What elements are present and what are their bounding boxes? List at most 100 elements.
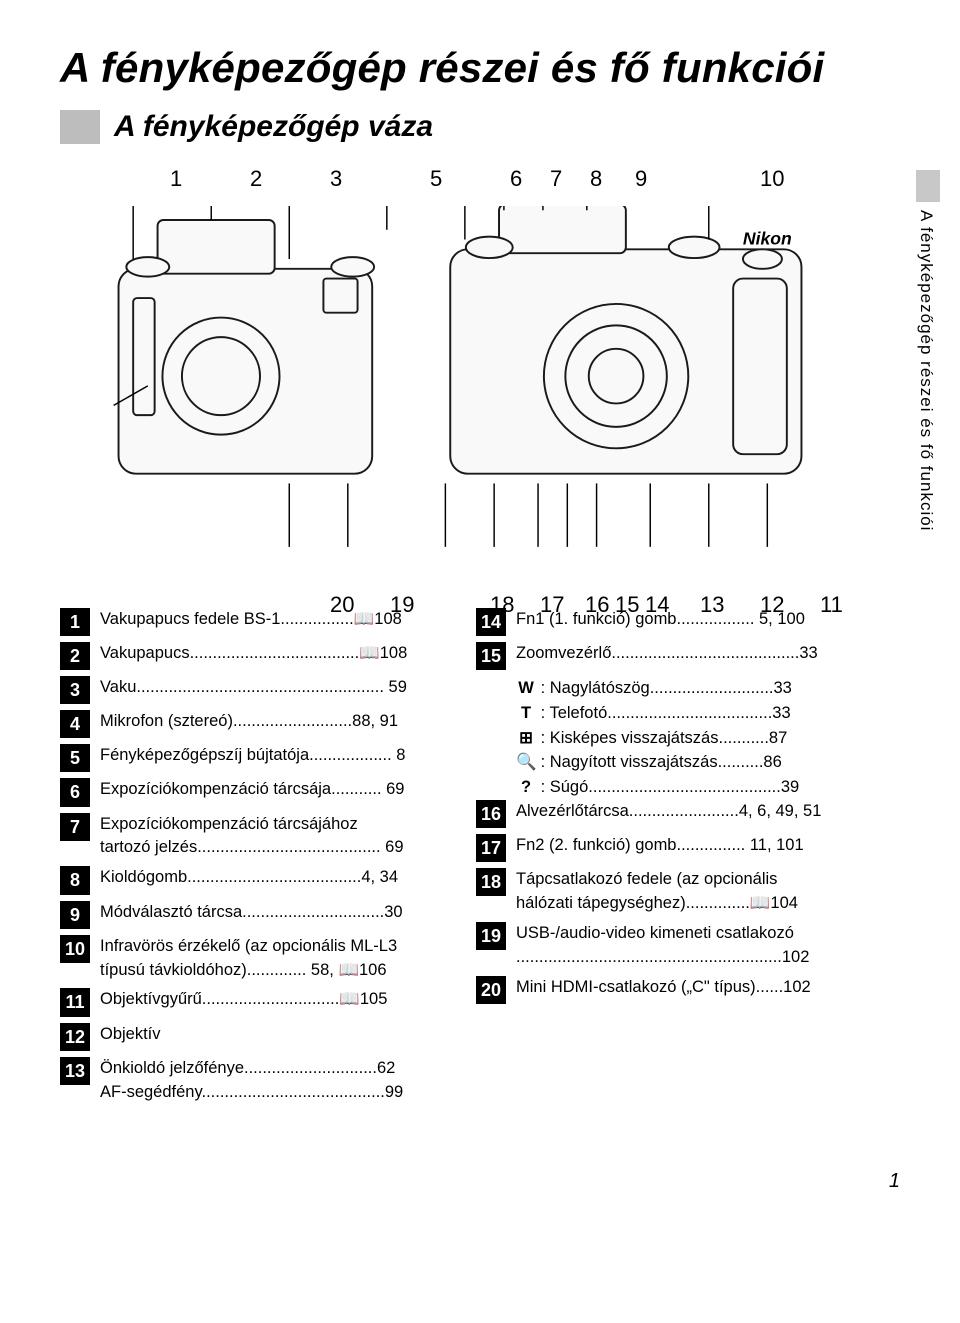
parts-list-number: 7 (60, 813, 90, 841)
parts-list-row: 4 Mikrofon (sztereó).....................… (60, 710, 444, 738)
parts-list-number: 20 (476, 976, 506, 1004)
figure-callout-number: 14 (645, 592, 669, 618)
zoom-sub-line: 🔍 : Nagyított visszajátszás..........86 (516, 750, 860, 775)
parts-list-desc: Módválasztó tárcsa......................… (100, 901, 444, 925)
figure-callout-number: 15 (615, 592, 639, 618)
zoom-sub-text: : Nagyított visszajátszás..........86 (536, 753, 782, 771)
parts-list-number: 16 (476, 800, 506, 828)
parts-list-desc: Infravörös érzékelő (az opcionális ML-L3… (100, 935, 444, 983)
parts-list-row: 16 Alvezérlőtárcsa.......................… (476, 800, 860, 828)
parts-list-desc: Tápcsatlakozó fedele (az opcionális háló… (516, 868, 860, 916)
zoom-sub-line: T : Telefotó............................… (516, 701, 860, 726)
figure-callout-number: 17 (540, 592, 564, 618)
parts-list-row: 11 Objektívgyűrű.........................… (60, 988, 444, 1016)
parts-list-desc: Mikrofon (sztereó)......................… (100, 710, 444, 734)
parts-list-row: 18 Tápcsatlakozó fedele (az opcionális há… (476, 868, 860, 916)
parts-list-desc: USB-/audio-video kimeneti csatlakozó ...… (516, 922, 860, 970)
parts-list-number: 10 (60, 935, 90, 963)
zoom-symbol-icon: ? (516, 775, 536, 800)
parts-list-row: 12 Objektív (60, 1023, 444, 1051)
zoom-symbol-icon: 🔍 (516, 750, 536, 775)
figure-callout-number: 1 (170, 166, 182, 192)
parts-list-desc: Kioldógomb..............................… (100, 866, 444, 890)
parts-list-number: 17 (476, 834, 506, 862)
parts-list-number: 1 (60, 608, 90, 636)
parts-list-number: 13 (60, 1057, 90, 1085)
parts-list-desc: Önkioldó jelzőfénye.....................… (100, 1057, 444, 1105)
camera-svg: Nikon (60, 206, 860, 556)
parts-list-columns: 1Vakupapucs fedele BS-1................📖… (60, 608, 900, 1110)
figure-callout-number: 5 (430, 166, 442, 192)
zoom-sub-text: : Telefotó..............................… (536, 704, 791, 722)
parts-list-row: 1Vakupapucs fedele BS-1................📖… (60, 608, 444, 636)
figure-callout-number: 19 (390, 592, 414, 618)
parts-list-desc: Alvezérlőtárcsa........................4… (516, 800, 860, 824)
parts-list-row: 17 Fn2 (2. funkció) gomb............... 1… (476, 834, 860, 862)
figure-callout-number: 2 (250, 166, 262, 192)
parts-list-number: 8 (60, 866, 90, 894)
figure-callout-number: 6 (510, 166, 522, 192)
side-tab-grey (916, 170, 940, 202)
page-title: A fényképezőgép részei és fő funkciói (60, 44, 900, 92)
parts-list-number: 12 (60, 1023, 90, 1051)
parts-list-desc: Vaku....................................… (100, 676, 444, 700)
svg-text:Nikon: Nikon (743, 228, 792, 248)
figure-callout-number: 20 (330, 592, 354, 618)
zoom-symbol-icon: ⊞ (516, 726, 536, 751)
zoom-sub-text: : Nagylátószög..........................… (536, 679, 792, 697)
side-tab: A fényképezőgép részei és fő funkciói (916, 170, 940, 550)
parts-list-desc: Objektív (100, 1023, 444, 1047)
parts-list-row: 13 Önkioldó jelzőfénye...................… (60, 1057, 444, 1105)
figure-callout-number: 13 (700, 592, 724, 618)
zoom-symbol-icon: W (516, 676, 536, 701)
parts-list-desc: Zoomvezérlő.............................… (516, 642, 860, 666)
parts-list-number: 11 (60, 988, 90, 1016)
parts-list-desc: Fn2 (2. funkció) gomb............... 11,… (516, 834, 860, 858)
parts-list-desc: Objektívgyűrű...........................… (100, 988, 444, 1012)
subtitle-grey-block (60, 110, 100, 144)
parts-list-row: 8 Kioldógomb.............................… (60, 866, 444, 894)
parts-list-row: 5 Fényképezőgépszíj bújtatója............… (60, 744, 444, 772)
figure-callout-number: 10 (760, 166, 784, 192)
parts-list-number: 5 (60, 744, 90, 772)
zoom-sub-line: ? : Súgó................................… (516, 775, 860, 800)
parts-list-desc: Vakupapucs..............................… (100, 642, 444, 666)
parts-list-desc: Fényképezőgépszíj bújtatója.............… (100, 744, 444, 768)
parts-list-number: 2 (60, 642, 90, 670)
figure-callout-number: 12 (760, 592, 784, 618)
parts-list-row: 10 Infravörös érzékelő (az opcionális ML-… (60, 935, 444, 983)
parts-list-row: 9 Módválasztó tárcsa.....................… (60, 901, 444, 929)
zoom-sub-text: : Kisképes visszajátszás...........87 (536, 729, 787, 747)
parts-list-desc: Mini HDMI-csatlakozó („C" típus)......10… (516, 976, 860, 1000)
side-tab-text: A fényképezőgép részei és fő funkciói (916, 210, 936, 531)
parts-list-desc: Fn1 (1. funkció) gomb................. 5… (516, 608, 860, 632)
parts-list-desc: Expozíciókompenzáció tárcsájához tartozó… (100, 813, 444, 861)
parts-list-row: 15 Zoomvezérlő...........................… (476, 642, 860, 670)
zoom-sub-text: : Súgó..................................… (536, 778, 799, 796)
parts-list-number: 15 (476, 642, 506, 670)
parts-list-desc: Expozíciókompenzáció tárcsája...........… (100, 778, 444, 802)
parts-list-row: 19 USB-/audio-video kimeneti csatlakozó .… (476, 922, 860, 970)
parts-list-number: 9 (60, 901, 90, 929)
camera-diagram: Nikon (60, 206, 860, 556)
parts-list-number: 19 (476, 922, 506, 950)
parts-list-row: 3 Vaku...................................… (60, 676, 444, 704)
page-number: 1 (0, 1140, 960, 1213)
parts-list-number: 6 (60, 778, 90, 806)
parts-list-row: 20 Mini HDMI-csatlakozó („C" típus)......… (476, 976, 860, 1004)
parts-list-number: 4 (60, 710, 90, 738)
zoom-sub-line: ⊞ : Kisképes visszajátszás...........87 (516, 726, 860, 751)
parts-list-number: 3 (60, 676, 90, 704)
figure-callout-number: 7 (550, 166, 562, 192)
parts-list-row: 7 Expozíciókompenzáció tárcsájához tartoz… (60, 813, 444, 861)
figure-callout-number: 16 (585, 592, 609, 618)
figure-callout-number: 18 (490, 592, 514, 618)
figure-callout-number: 8 (590, 166, 602, 192)
parts-list-right-column: 14Fn1 (1. funkció) gomb.................… (476, 608, 860, 1110)
zoom-sub-line: W : Nagylátószög........................… (516, 676, 860, 701)
figure-area: 1235678910 4 (60, 166, 900, 596)
parts-list-number: 18 (476, 868, 506, 896)
parts-list-row: 6 Expozíciókompenzáció tárcsája..........… (60, 778, 444, 806)
figure-callout-number: 9 (635, 166, 647, 192)
figure-callout-number: 3 (330, 166, 342, 192)
